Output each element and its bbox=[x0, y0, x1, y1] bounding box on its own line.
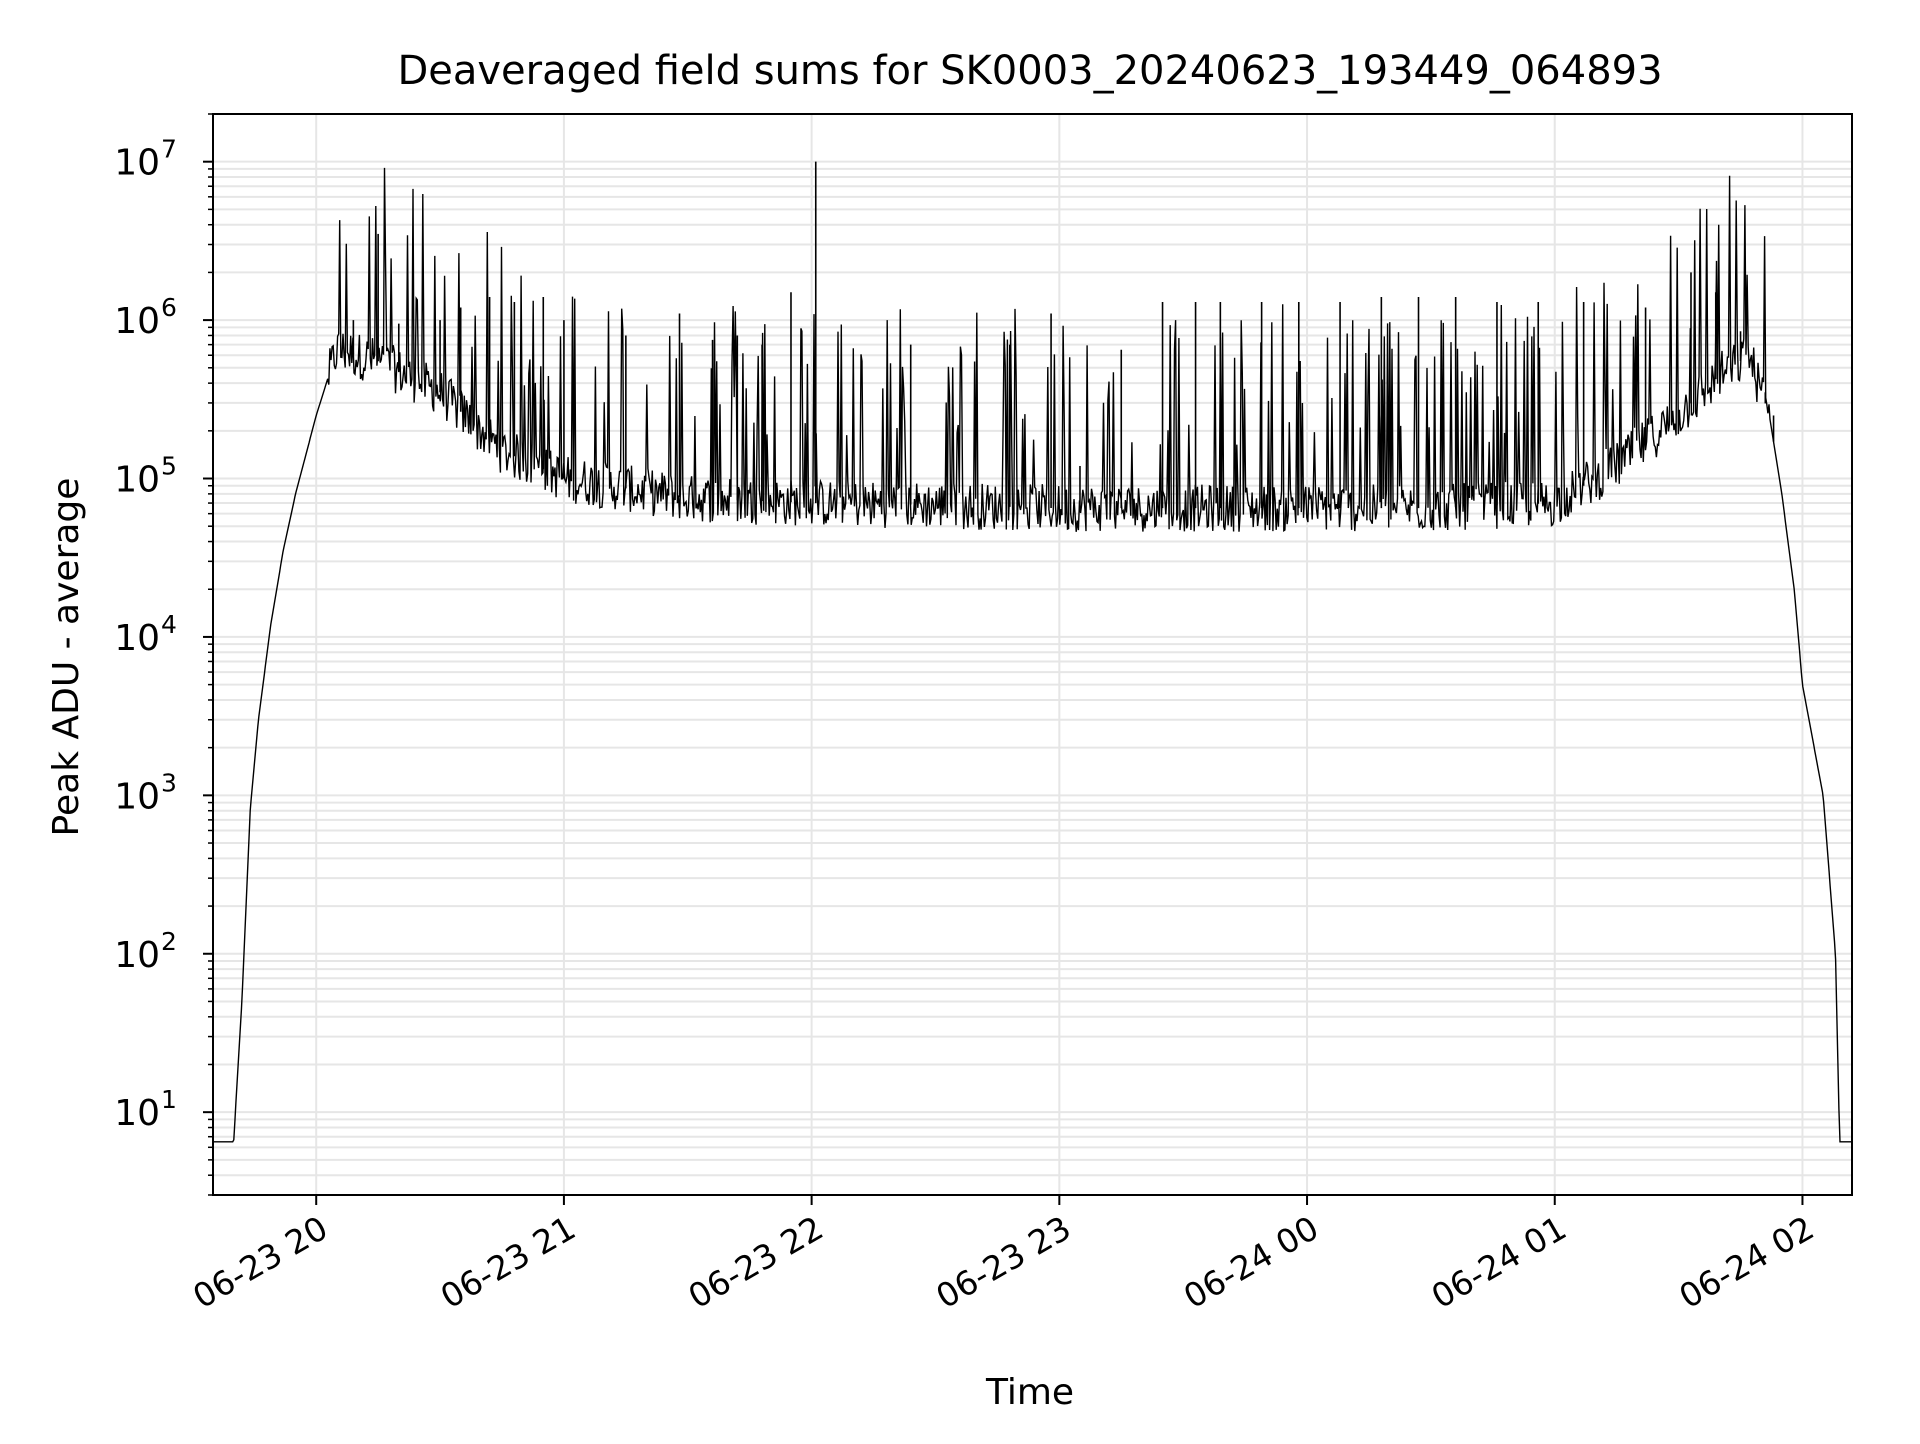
chart-title: Deaveraged field sums for SK0003_2024062… bbox=[397, 48, 1662, 94]
y-tick-exponent: 1 bbox=[161, 1085, 177, 1114]
y-tick-exponent: 2 bbox=[161, 927, 177, 956]
y-tick-label: 10 bbox=[114, 1093, 160, 1134]
y-tick-exponent: 5 bbox=[161, 452, 177, 481]
y-tick-label: 10 bbox=[114, 935, 160, 976]
x-axis-label: Time bbox=[985, 1372, 1074, 1413]
grid bbox=[213, 113, 1852, 1196]
series-line bbox=[213, 167, 1852, 1143]
y-tick-exponent: 6 bbox=[161, 293, 177, 322]
y-axis-label: Peak ADU - average bbox=[46, 478, 87, 837]
y-tick-exponent: 3 bbox=[161, 768, 177, 797]
y-tick-label: 10 bbox=[114, 301, 160, 342]
y-tick-label: 10 bbox=[114, 776, 160, 817]
plot-frame bbox=[212, 113, 1853, 1196]
y-tick-exponent: 7 bbox=[161, 135, 177, 164]
y-tick-exponent: 4 bbox=[161, 610, 177, 639]
y-tick-label: 10 bbox=[114, 460, 160, 501]
y-tick-label: 10 bbox=[114, 618, 160, 659]
y-tick-label: 10 bbox=[114, 143, 160, 184]
series-layer bbox=[213, 161, 1852, 1143]
